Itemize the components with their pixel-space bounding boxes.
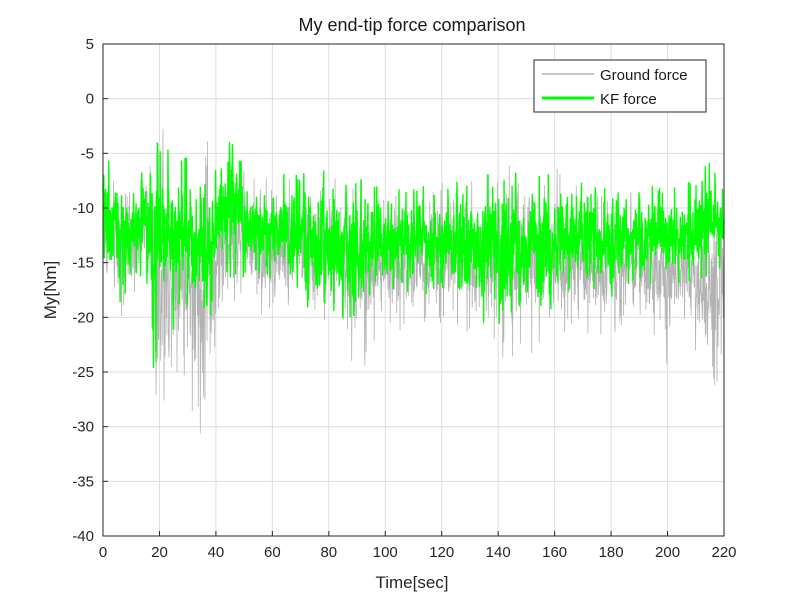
series-line-kf-force: [102, 141, 725, 369]
y-tick-label: -10: [72, 200, 94, 217]
y-axis-title: My[Nm]: [41, 261, 60, 320]
x-tick-label: 40: [208, 544, 225, 561]
plot-area: 0 20 40 60 80 100 120 140 160 180 200 220 5 0 -5 -10 -1…: [72, 36, 736, 561]
x-tick-label: 140: [486, 544, 511, 561]
chart-title: My end-tip force comparison: [298, 15, 525, 35]
legend-label-kf-force: KF force: [600, 91, 657, 108]
y-tick-label: -30: [72, 419, 94, 436]
legend: Ground force KF force: [533, 59, 707, 113]
x-tick-label: 160: [542, 544, 567, 561]
y-tick-label: -25: [72, 364, 94, 381]
y-tick-label: -5: [81, 145, 94, 162]
x-tick-label: 220: [711, 544, 736, 561]
x-tick-label: 180: [599, 544, 624, 561]
x-tick-label: 0: [99, 544, 107, 561]
y-tick-label: 5: [86, 36, 94, 53]
y-tick-label: -40: [72, 528, 94, 545]
x-tick-label: 60: [264, 544, 281, 561]
x-tick-label: 120: [429, 544, 454, 561]
x-axis-ticks: 0 20 40 60 80 100 120 140 160 180 200 220: [99, 531, 737, 561]
x-tick-label: 20: [151, 544, 168, 561]
y-axis-ticks: 5 0 -5 -10 -15 -20 -25 -30 -35 -40: [72, 36, 108, 545]
y-tick-label: 0: [86, 91, 94, 108]
x-axis-title: Time[sec]: [375, 573, 448, 592]
x-tick-label: 200: [655, 544, 680, 561]
axes-box: [102, 43, 725, 537]
x-tick-label: 100: [373, 544, 398, 561]
legend-box: [533, 59, 707, 113]
y-tick-label: -20: [72, 309, 94, 326]
y-tick-label: -15: [72, 255, 94, 272]
series-layer: [102, 128, 725, 434]
x-tick-label: 80: [320, 544, 337, 561]
legend-label-ground-force: Ground force: [600, 67, 688, 84]
y-tick-label: -35: [72, 473, 94, 490]
